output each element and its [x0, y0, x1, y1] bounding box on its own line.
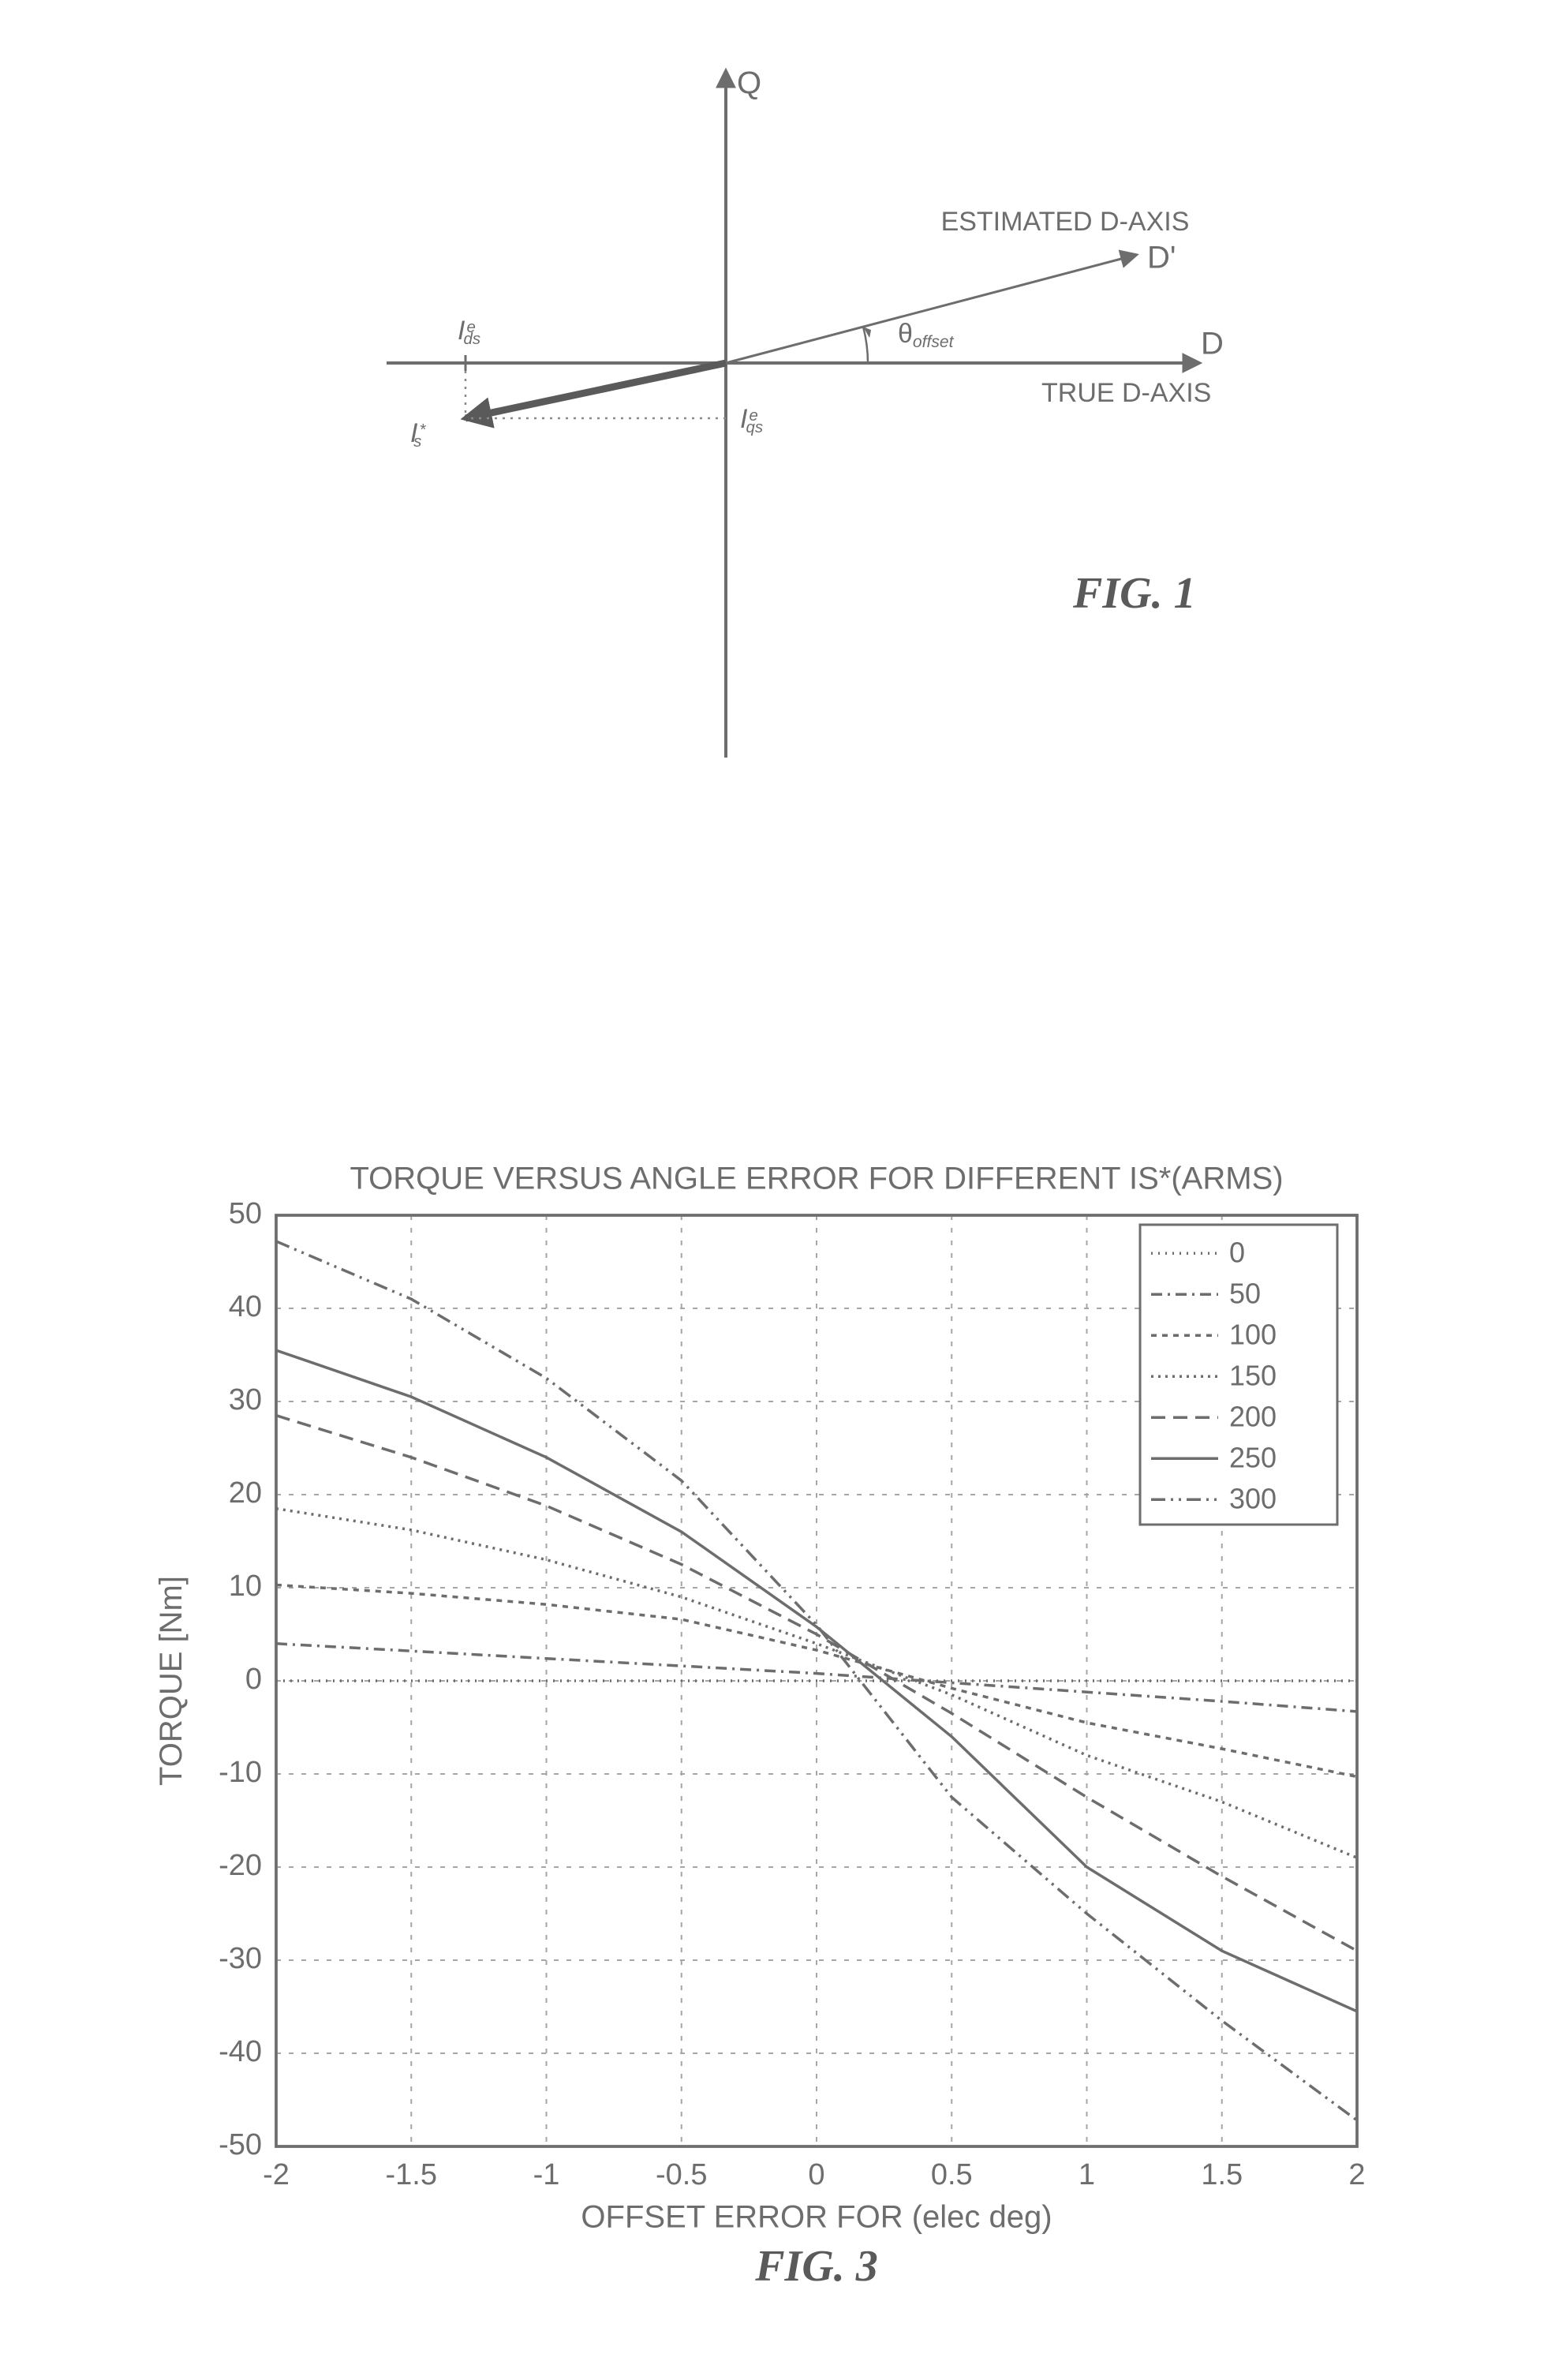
- svg-text:2: 2: [1348, 2158, 1365, 2191]
- svg-text:Ieds: Ieds: [458, 316, 480, 348]
- svg-text:100: 100: [1229, 1319, 1277, 1351]
- svg-text:20: 20: [229, 1476, 262, 1510]
- svg-text:0: 0: [1229, 1237, 1245, 1269]
- svg-text:FIG. 1: FIG. 1: [1072, 569, 1196, 618]
- svg-text:θoffset: θoffset: [898, 319, 955, 351]
- svg-text:50: 50: [1229, 1278, 1261, 1310]
- figure-3-line-chart: TORQUE VERSUS ANGLE ERROR FOR DIFFERENT …: [118, 1136, 1499, 2320]
- svg-text:-2: -2: [263, 2158, 290, 2191]
- svg-text:-40: -40: [219, 2035, 262, 2068]
- svg-text:-1.5: -1.5: [386, 2158, 437, 2191]
- svg-text:TRUE D-AXIS: TRUE D-AXIS: [1041, 378, 1211, 408]
- svg-text:Ieqs: Ieqs: [740, 404, 763, 436]
- svg-text:150: 150: [1229, 1360, 1277, 1392]
- svg-text:10: 10: [229, 1570, 262, 1603]
- svg-text:OFFSET ERROR FOR (elec deg): OFFSET ERROR FOR (elec deg): [581, 2200, 1052, 2235]
- svg-text:40: 40: [229, 1290, 262, 1323]
- svg-text:Q: Q: [737, 66, 761, 101]
- svg-text:-50: -50: [219, 2128, 262, 2161]
- svg-text:0.5: 0.5: [931, 2158, 973, 2191]
- svg-text:TORQUE [Nm]: TORQUE [Nm]: [154, 1576, 189, 1786]
- svg-text:I*s: I*s: [410, 418, 426, 451]
- svg-text:200: 200: [1229, 1401, 1277, 1433]
- svg-text:D': D': [1147, 241, 1176, 275]
- svg-text:50: 50: [229, 1197, 262, 1230]
- svg-text:D: D: [1201, 327, 1224, 361]
- svg-text:-30: -30: [219, 1942, 262, 1975]
- svg-text:1: 1: [1079, 2158, 1095, 2191]
- svg-text:0: 0: [245, 1663, 262, 1696]
- svg-text:-0.5: -0.5: [656, 2158, 707, 2191]
- svg-text:FIG. 3: FIG. 3: [754, 2242, 878, 2291]
- svg-text:-1: -1: [533, 2158, 560, 2191]
- svg-text:-10: -10: [219, 1756, 262, 1789]
- svg-text:-20: -20: [219, 1849, 262, 1882]
- svg-text:0: 0: [808, 2158, 824, 2191]
- svg-text:ESTIMATED D-AXIS: ESTIMATED D-AXIS: [941, 207, 1190, 237]
- svg-text:30: 30: [229, 1383, 262, 1416]
- svg-text:250: 250: [1229, 1442, 1277, 1474]
- svg-text:1.5: 1.5: [1201, 2158, 1243, 2191]
- svg-text:300: 300: [1229, 1483, 1277, 1515]
- figure-1-vector-diagram: Q D TRUE D-AXIS D' ESTIMATED D-AXIS θoffset Ie…: [237, 47, 1302, 836]
- svg-text:TORQUE VERSUS ANGLE ERROR FOR: TORQUE VERSUS ANGLE ERROR FOR DIFFERENT …: [350, 1162, 1283, 1196]
